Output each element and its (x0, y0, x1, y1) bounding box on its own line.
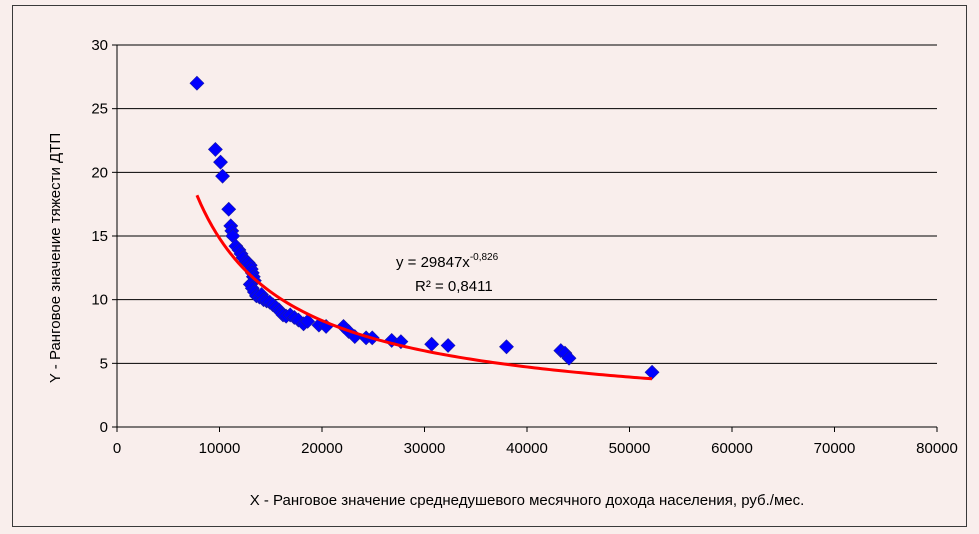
x-tick-label: 70000 (814, 440, 856, 457)
x-tick-label: 40000 (506, 440, 548, 457)
x-tick-label: 30000 (404, 440, 446, 457)
trendline-group (195, 194, 653, 381)
y-tick-label: 20 (91, 164, 108, 181)
data-point (499, 339, 514, 355)
x-tick-label: 80000 (916, 440, 958, 457)
data-point (189, 75, 205, 91)
x-tick-label: 10000 (199, 440, 241, 457)
data-point (440, 338, 456, 353)
data-point (213, 154, 228, 170)
data-point (221, 201, 237, 217)
y-axis: 0 5 10 15 20 25 30 (91, 37, 118, 436)
trend-equation-exponent: -0,826 (470, 252, 499, 263)
trend-equation-base: y = 29847x (396, 254, 470, 271)
y-tick-label: 10 (91, 292, 108, 309)
data-point (424, 336, 440, 352)
y-tick-label: 15 (91, 228, 108, 245)
gridlines (117, 44, 937, 364)
data-points (189, 75, 660, 380)
y-tick-label: 30 (91, 37, 108, 54)
trend-equation: y = 29847x-0,826 (396, 252, 499, 271)
x-tick-label: 60000 (711, 440, 753, 457)
data-point (644, 364, 660, 380)
chart-frame (12, 5, 967, 527)
data-point (300, 313, 316, 329)
y-tick-label: 25 (91, 101, 108, 118)
y-axis-title: Y - Ранговое значение тяжести ДТП (47, 133, 64, 383)
y-tick-label: 5 (100, 355, 108, 372)
trend-r-squared: R² = 0,8411 (415, 278, 493, 295)
data-point (215, 168, 230, 184)
x-tick-label: 20000 (301, 440, 343, 457)
data-point (207, 141, 223, 157)
data-point (561, 350, 577, 366)
x-tick-label: 0 (113, 440, 121, 457)
x-axis: 0 10000 20000 30000 40000 50000 60000 70000 8000… (113, 426, 958, 457)
trendline (195, 194, 653, 381)
y-tick-label: 0 (100, 419, 108, 436)
x-tick-label: 50000 (609, 440, 651, 457)
x-axis-title: X - Ранговое значение среднедушевого мес… (250, 492, 805, 509)
